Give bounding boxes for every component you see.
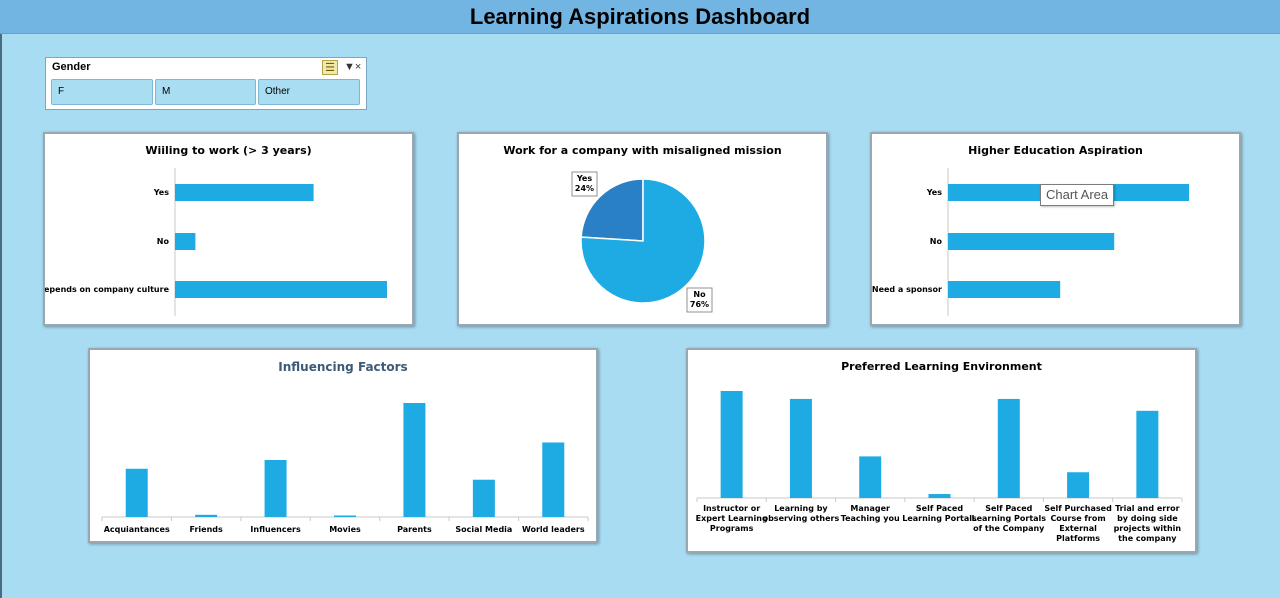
category-label-line: Self Paced <box>985 504 1032 513</box>
bar <box>472 479 495 517</box>
chart-title: Work for a company with misaligned missi… <box>503 144 782 157</box>
bar <box>928 494 951 498</box>
bar <box>195 514 218 517</box>
window-left-edge <box>0 34 2 598</box>
category-label: Acquiantances <box>104 525 170 534</box>
category-label: Self Paced Learning Portals <box>902 504 977 523</box>
category-label-line: Expert Learning <box>696 514 768 523</box>
bar <box>859 456 882 498</box>
clear-filter-icon[interactable]: ▼× <box>344 61 362 73</box>
bar <box>789 398 812 498</box>
chart-plot: Acquiantances Friends Influencers Movies Par… <box>101 403 589 534</box>
category-label: Social Media <box>455 525 512 534</box>
category-label: No <box>930 237 943 246</box>
willing-to-work-chart[interactable]: Wiiling to work (> 3 years) Yes No Depends… <box>43 132 414 326</box>
bar <box>997 398 1020 498</box>
slicer-header: Gender <box>52 61 91 73</box>
bar <box>264 460 287 517</box>
category-label-line: Programs <box>710 524 754 533</box>
slicer-option-m[interactable]: M <box>155 79 256 105</box>
higher-education-chart[interactable]: Higher Education Aspiration Yes No Need a … <box>870 132 1241 326</box>
category-label-line: Self Paced <box>916 504 963 513</box>
category-label: Trial and error by doing side projects wit… <box>1114 504 1182 543</box>
chart-plot: Instructor or Expert Learning ProgramsLear… <box>696 391 1183 543</box>
category-label-line: Manager <box>850 504 890 513</box>
learning-environment-chart[interactable]: Preferred Learning Environment Instructo… <box>686 348 1197 553</box>
multi-select-icon[interactable]: ☰ <box>322 60 338 75</box>
dashboard-title: Learning Aspirations Dashboard <box>469 4 811 29</box>
chart-title: Influencing Factors <box>278 360 408 374</box>
chart-title: Wiiling to work (> 3 years) <box>145 144 312 157</box>
category-label: Depends on company culture <box>45 285 170 294</box>
bar <box>175 184 314 201</box>
bar <box>948 233 1115 250</box>
category-label: Influencers <box>250 525 301 534</box>
bar <box>948 281 1061 298</box>
category-label: Need a sponsor <box>872 285 942 294</box>
slicer-option-f[interactable]: F <box>51 79 153 105</box>
category-label: Instructor or Expert Learning Programs <box>696 504 768 533</box>
category-label-line: Instructor or <box>703 504 760 513</box>
pie-slice <box>580 178 644 242</box>
bar <box>1136 410 1159 498</box>
category-label: Manager Teaching you <box>841 504 900 523</box>
slice-value-label: 76% <box>690 300 709 309</box>
slice-label: No <box>693 290 706 299</box>
category-label: Learning by observing others <box>763 504 840 523</box>
category-label: No <box>157 237 170 246</box>
bar <box>334 515 356 517</box>
chart-area-tooltip: Chart Area <box>1040 184 1115 206</box>
category-label-line: of the Company <box>973 524 1045 533</box>
pie-slice <box>580 178 706 304</box>
category-label: Friends <box>190 525 223 534</box>
data-label-box <box>686 287 713 313</box>
category-label: Yes <box>926 188 942 197</box>
misaligned-mission-chart[interactable]: Work for a company with misaligned missi… <box>457 132 828 326</box>
category-label: Yes <box>153 188 169 197</box>
bar <box>125 468 148 517</box>
chart-plot: Yes No Depends on company culture <box>45 168 387 316</box>
category-label-line: the company <box>1118 534 1177 543</box>
category-label: Movies <box>329 525 361 534</box>
slicer-option-other[interactable]: Other <box>258 79 360 105</box>
category-label-line: Learning by <box>774 504 828 513</box>
category-label: Parents <box>397 525 432 534</box>
category-label-line: Learning Portals <box>902 514 977 523</box>
gender-slicer: Gender ☰ ▼× F M Other <box>45 57 367 110</box>
dashboard-title-bar: Learning Aspirations Dashboard <box>0 0 1280 34</box>
data-label-box <box>571 171 598 197</box>
category-label-line: Platforms <box>1056 534 1100 543</box>
chart-plot: Yes No Need a sponsor <box>872 168 1189 316</box>
chart-title: Preferred Learning Environment <box>841 360 1042 373</box>
category-label-line: Learning Portals <box>972 514 1047 523</box>
slice-value-label: 24% <box>575 184 594 193</box>
category-label-line: Trial and error <box>1115 504 1180 513</box>
category-label-line: External <box>1059 524 1097 533</box>
bar <box>175 233 196 250</box>
chart-title: Higher Education Aspiration <box>968 144 1143 157</box>
category-label: Self Paced Learning Portals of the Company <box>972 504 1047 533</box>
category-label: World leaders <box>522 525 585 534</box>
slice-label: Yes <box>576 174 592 183</box>
bar <box>542 442 565 517</box>
bar <box>720 391 743 498</box>
category-label-line: Course from <box>1050 514 1105 523</box>
category-label-line: observing others <box>763 514 840 523</box>
bar <box>403 403 426 517</box>
category-label-line: by doing side <box>1117 514 1178 523</box>
category-label-line: Teaching you <box>841 514 900 523</box>
category-label-line: projects within <box>1114 524 1182 533</box>
bar <box>1067 472 1090 498</box>
influencing-factors-chart[interactable]: Influencing Factors Acquiantances Friends… <box>88 348 598 543</box>
bar <box>175 281 387 298</box>
category-label-line: Self Purchased <box>1044 504 1112 513</box>
category-label: Self Purchased Course from External Platfor… <box>1044 504 1112 543</box>
